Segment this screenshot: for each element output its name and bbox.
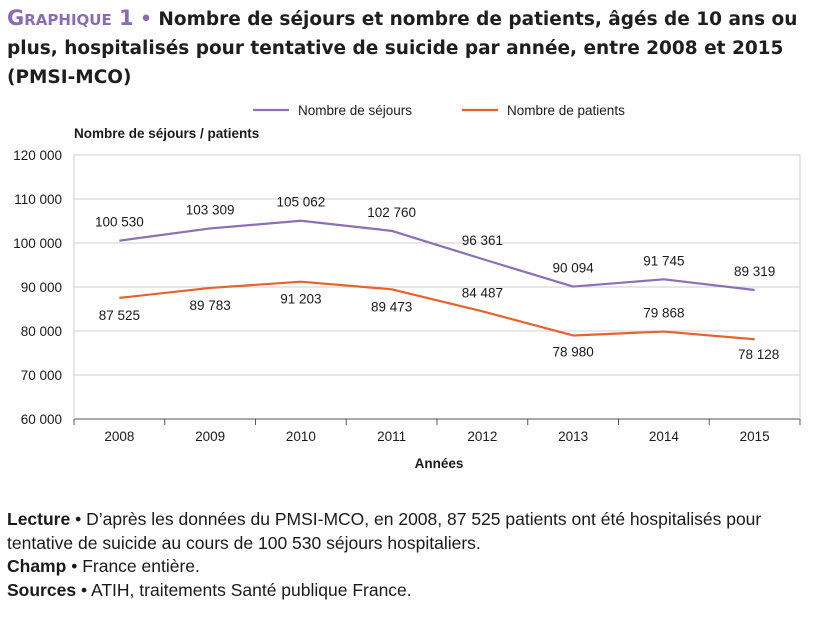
legend-label-sejours: Nombre de séjours xyxy=(298,103,412,118)
x-tick-label: 2009 xyxy=(195,429,225,444)
sejours-data-label: 89 319 xyxy=(734,264,775,279)
lecture-text: D’après les données du PMSI-MCO, en 2008… xyxy=(7,509,762,553)
y-tick-label: 80 000 xyxy=(21,324,62,339)
notes: Lecture • D’après les données du PMSI-MC… xyxy=(7,508,829,602)
champ-bullet: • xyxy=(71,556,78,576)
x-tick-label: 2012 xyxy=(467,429,497,444)
patients-data-label: 84 487 xyxy=(462,285,503,300)
sejours-data-label: 90 094 xyxy=(552,261,594,276)
y-tick-label: 120 000 xyxy=(13,148,62,163)
sources-text: ATIH, traitements Santé publique France. xyxy=(90,579,412,600)
sejours-data-label: 91 745 xyxy=(643,253,684,268)
sources-note: Sources • ATIH, traitements Santé publiq… xyxy=(7,579,829,603)
y-tick-label: 100 000 xyxy=(13,236,62,251)
x-tick-label: 2014 xyxy=(649,429,680,444)
patients-data-label: 87 525 xyxy=(99,308,140,323)
champ-note: Champ • France entière. xyxy=(7,555,829,579)
sources-label: Sources xyxy=(7,579,77,600)
y-tick-label: 110 000 xyxy=(14,192,62,207)
sejours-data-label: 103 309 xyxy=(186,202,235,217)
chart-title: Graphique 1 • Nombre de séjours et nombr… xyxy=(7,4,829,92)
patients-data-label: 78 980 xyxy=(552,344,593,359)
y-axis-title: Nombre de séjours / patients xyxy=(74,126,259,141)
axes: 60 000 70 000 80 000 90 000 100 000 110 000 12… xyxy=(13,126,801,471)
x-axis-title: Années xyxy=(415,456,464,471)
patients-data-label: 79 868 xyxy=(643,306,684,321)
y-tick-label: 70 000 xyxy=(21,368,62,383)
figure-number: Graphique 1 xyxy=(7,6,134,30)
sejours-line xyxy=(119,219,755,292)
series xyxy=(119,219,755,341)
patients-data-label: 89 783 xyxy=(189,298,230,313)
patients-line xyxy=(119,280,755,341)
legend: Nombre de séjours Nombre de patients xyxy=(253,103,625,118)
lecture-note: Lecture • D’après les données du PMSI-MC… xyxy=(7,508,829,555)
sejours-data-label: 96 361 xyxy=(462,233,503,248)
x-tick-label: 2010 xyxy=(286,429,316,444)
champ-text: France entière. xyxy=(82,556,200,576)
sejours-data-label: 100 530 xyxy=(95,215,144,230)
line-chart: 60 000 70 000 80 000 90 000 100 000 110 000 12… xyxy=(13,103,801,471)
patients-data-label: 89 473 xyxy=(371,299,412,314)
patients-data-label: 91 203 xyxy=(280,292,321,307)
y-tick-label: 60 000 xyxy=(21,412,62,427)
champ-label: Champ xyxy=(7,556,67,576)
y-tick-label: 90 000 xyxy=(21,280,62,295)
x-tick-label: 2013 xyxy=(558,429,588,444)
lecture-label: Lecture xyxy=(7,509,71,529)
legend-label-patients: Nombre de patients xyxy=(507,103,625,118)
data-labels: 100 530 103 309 105 062 102 760 96 361 90 094… xyxy=(95,195,779,363)
title-text: Nombre de séjours et nombre de patients,… xyxy=(7,9,798,88)
lecture-bullet: • xyxy=(75,509,82,529)
title-bullet: • xyxy=(140,9,152,30)
grid-lines xyxy=(73,154,801,420)
x-tick-label: 2015 xyxy=(740,429,770,444)
sejours-data-label: 102 760 xyxy=(367,205,416,220)
x-tick-label: 2008 xyxy=(104,429,134,444)
sejours-data-label: 105 062 xyxy=(276,195,325,210)
x-tick-label: 2011 xyxy=(377,429,406,444)
patients-data-label: 78 128 xyxy=(738,347,779,362)
sources-bullet: • xyxy=(80,579,88,600)
